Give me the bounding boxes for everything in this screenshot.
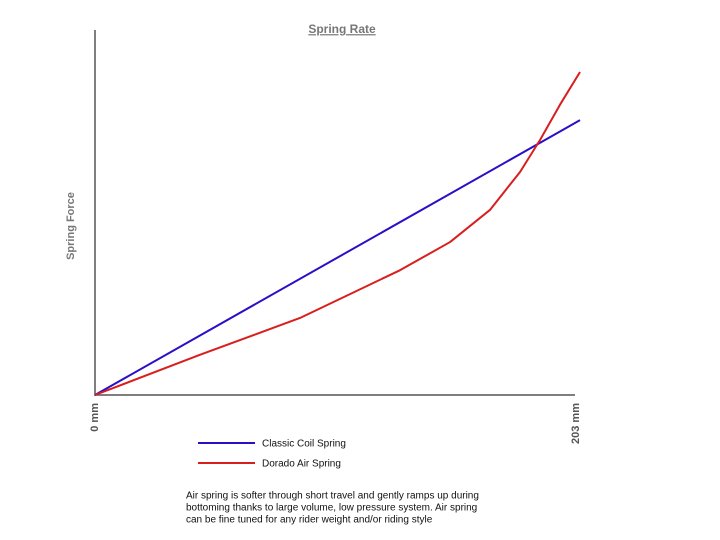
y-axis-label: Spring Force [65,192,77,260]
note-line: can be fine tuned for any rider weight a… [186,515,433,526]
note-line: bottoming thanks to large volume, low pr… [186,503,477,514]
x-tick-label: 203 mm [570,403,582,444]
note-line: Air spring is softer through short trave… [186,491,479,502]
legend-label: Dorado Air Spring [262,459,341,470]
chart-title: Spring Rate [308,22,376,36]
series-line [94,119,581,396]
x-tick-label: 0 mm [89,403,101,432]
series-line [94,71,581,396]
legend-label: Classic Coil Spring [262,439,346,450]
